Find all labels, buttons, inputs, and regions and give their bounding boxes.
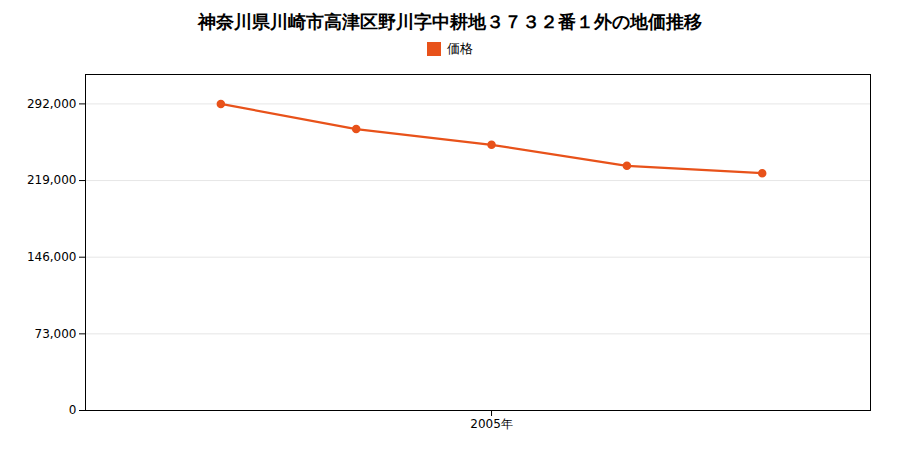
svg-text:292,000: 292,000 xyxy=(27,97,77,111)
html-text:神奈川県川崎市高津区野川字中耕地３７３２番１外の地価推移: 神奈川県川崎市高津区野川字中耕地３７３２番１外の地価推移 xyxy=(198,11,702,32)
svg-text:219,000: 219,000 xyxy=(27,173,77,187)
svg-text:2005年: 2005年 xyxy=(470,417,513,431)
svg-text:146,000: 146,000 xyxy=(27,250,77,264)
svg-text:0: 0 xyxy=(69,403,77,417)
html-text:価格: 価格 xyxy=(447,41,473,56)
svg-text:73,000: 73,000 xyxy=(35,327,77,341)
